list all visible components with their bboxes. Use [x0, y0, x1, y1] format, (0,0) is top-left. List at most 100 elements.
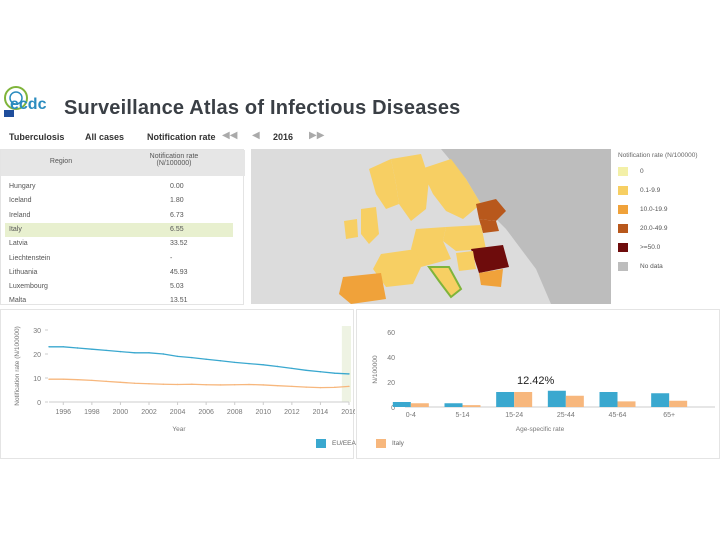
data-point [191, 383, 193, 385]
data-point [334, 372, 336, 374]
y-tick-label: 10 [33, 376, 41, 383]
map-region-sweden[interactable] [391, 154, 429, 221]
map-legend: Notification rate (N/100000) 0 0.1-9.9 10.… [612, 149, 720, 304]
table-row[interactable]: Hungary 0.00 [5, 180, 233, 194]
x-axis-title: Age-specific rate [516, 426, 565, 433]
y-axis-title: N/100000 [372, 355, 379, 384]
year-selector[interactable]: 2016 [273, 132, 294, 142]
bar-eu-eea [599, 392, 618, 407]
row-rate: 45.93 [170, 268, 188, 276]
map-region-latvia[interactable] [476, 199, 506, 221]
europe-map[interactable] [251, 149, 611, 304]
first-year-button[interactable]: ◀◀ [222, 130, 238, 141]
map-region-germany[interactable] [411, 227, 451, 267]
x-tick-label: 2006 [198, 409, 214, 416]
map-region-lithuania[interactable] [479, 219, 499, 233]
data-point [76, 378, 79, 381]
column-header-rate[interactable]: Notification rate (N/100000) [129, 153, 219, 167]
disease-selector[interactable]: Tuberculosis [9, 132, 65, 142]
x-tick-label: 5-14 [455, 412, 469, 419]
data-point [248, 383, 250, 386]
age-chart: 0 20 40 60 N/100000 0-4 5-14 15-24 25-44 45-64 65+… [372, 330, 715, 433]
bar-eu-eea [547, 390, 566, 407]
map-region-ireland[interactable] [344, 219, 358, 239]
data-point [191, 356, 193, 359]
row-region: Lithuania [9, 268, 38, 276]
data-point [62, 378, 64, 380]
map-region-italy[interactable] [427, 266, 463, 299]
data-point [76, 347, 79, 349]
data-point [162, 353, 164, 355]
legend-swatch [618, 167, 628, 176]
y-tick-label: 60 [387, 330, 395, 337]
data-point [348, 385, 350, 388]
table-row[interactable]: Malta 13.51 [5, 294, 233, 308]
map-region-spain[interactable] [339, 273, 386, 304]
bar-italy [462, 405, 481, 407]
map-region-uk[interactable] [361, 207, 379, 244]
y-tick-label: 20 [387, 380, 395, 387]
bar-italy [410, 403, 429, 407]
row-region: Liechtenstein [9, 254, 51, 262]
data-point [176, 383, 179, 386]
table-row[interactable]: Iceland 1.80 [5, 194, 233, 208]
x-tick-label: 25-44 [557, 412, 575, 419]
row-region: Luxembourg [9, 283, 48, 291]
map-region-romania[interactable] [471, 245, 509, 273]
previous-year-button[interactable]: ◀ [252, 130, 260, 141]
table-row[interactable]: Luxembourg 5.03 [5, 280, 233, 294]
table-row[interactable]: Liechtenstein - [5, 252, 233, 266]
row-region: Malta [9, 297, 27, 305]
map-region-norway[interactable] [369, 159, 399, 209]
map-region-no-data-east [441, 149, 611, 304]
bar-italy [565, 395, 584, 407]
legend-swatch [618, 224, 628, 233]
row-region: Italy [9, 225, 22, 233]
population-selector[interactable]: All cases [85, 132, 125, 142]
table-row[interactable]: Latvia 33.52 [5, 237, 233, 251]
data-point [234, 384, 236, 386]
table-row[interactable]: Italy 6.55 [5, 222, 233, 237]
x-tick-label: 0-4 [406, 412, 416, 419]
x-tick-label: 2000 [113, 409, 129, 416]
data-point [176, 355, 179, 358]
data-point [305, 369, 307, 372]
legend-swatch [618, 243, 628, 252]
table-row[interactable]: Lithuania 45.93 [5, 266, 233, 280]
legend-title: Notification rate (N/100000) [618, 152, 698, 159]
table-header: Region Notification rate (N/100000) [1, 150, 245, 176]
column-header-region[interactable]: Region [49, 158, 73, 165]
data-point [276, 365, 279, 368]
row-region: Latvia [9, 240, 28, 248]
table-row[interactable]: Ireland 6.73 [5, 209, 233, 223]
column-header-rate-line1: Notification rate [149, 153, 199, 160]
row-rate: 1.80 [170, 197, 184, 205]
data-point [319, 386, 322, 389]
map-region-bulgaria[interactable] [479, 269, 503, 287]
map-region-poland[interactable] [443, 225, 486, 251]
bar-eu-eea [392, 402, 411, 407]
map-region-france[interactable] [373, 249, 421, 287]
data-point [148, 383, 150, 385]
page-title: Surveillance Atlas of Infectious Disease… [64, 97, 461, 119]
x-tick-label: 2004 [170, 409, 186, 416]
map-region-finland[interactable] [421, 159, 481, 219]
data-point [234, 361, 236, 364]
indicator-selector[interactable]: Notification rate [147, 132, 216, 142]
data-point [48, 346, 50, 348]
next-year-button[interactable]: ▶▶ [309, 130, 325, 141]
x-tick-label: 1996 [55, 409, 71, 416]
map-region-hungary[interactable] [456, 251, 476, 271]
bar-eu-eea [444, 403, 463, 407]
data-point [276, 384, 279, 387]
data-point [262, 364, 264, 366]
data-point [119, 381, 122, 384]
data-point [205, 358, 207, 360]
data-point [119, 350, 122, 353]
row-region: Ireland [9, 211, 31, 219]
data-point [91, 348, 93, 350]
ecdc-logo: ecdc [0, 82, 56, 122]
legend-swatch [618, 186, 628, 195]
data-point [48, 378, 50, 380]
series-line-italy [49, 378, 350, 389]
